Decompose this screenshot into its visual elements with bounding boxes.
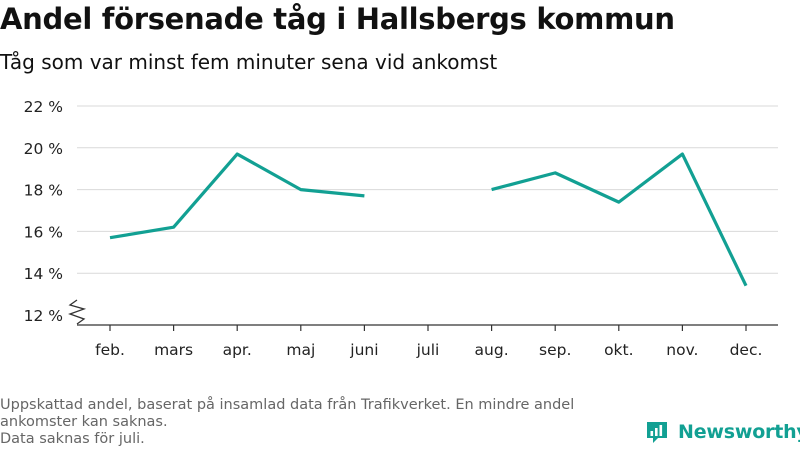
axis-break-icon	[68, 299, 87, 325]
x-tick-label: maj	[286, 341, 315, 359]
y-tick-label: 14 %	[24, 265, 63, 283]
y-tick-label: 16 %	[24, 223, 63, 241]
x-tick-label: mars	[154, 341, 193, 359]
y-tick-label: 20 %	[24, 140, 63, 158]
series-line	[109, 152, 365, 240]
x-axis: feb. mars apr. maj juni juli aug. sep. okt. nov. d…	[77, 324, 778, 359]
x-tick-label: dec.	[730, 341, 763, 359]
gridlines	[68, 105, 778, 325]
chart-title: Andel försenade tåg i Hallsbergs kommun	[0, 2, 675, 36]
footnote: Uppskattad andel, baserat på insamlad da…	[0, 397, 640, 448]
series-line	[491, 152, 748, 287]
x-tick-label: juli	[416, 341, 440, 359]
line-chart: 12 % 14 % 16 % 18 % 20 % 22 % feb. mars apr. maj…	[24, 98, 778, 359]
y-tick-label: 12 %	[24, 307, 63, 325]
y-axis-ticks: 12 % 14 % 16 % 18 % 20 % 22 %	[24, 98, 63, 325]
x-tick-label: juni	[349, 341, 378, 359]
x-tick-label: nov.	[666, 341, 698, 359]
x-tick-label: okt.	[604, 341, 633, 359]
chart-subtitle: Tåg som var minst fem minuter sena vid a…	[0, 50, 498, 74]
y-tick-label: 18 %	[24, 182, 63, 200]
y-tick-label: 22 %	[24, 98, 63, 116]
footnote-source: Uppskattad andel, baserat på insamlad da…	[0, 397, 575, 430]
series-lines	[109, 152, 748, 287]
brand-name: Newsworthy	[678, 421, 800, 443]
newsworthy-logo-icon	[647, 422, 667, 443]
x-tick-label: aug.	[475, 341, 509, 359]
footnote-missing-data: Data saknas för juli.	[0, 431, 145, 447]
x-tick-label: sep.	[539, 341, 571, 359]
brand-logo[interactable]: Newsworthy	[644, 418, 800, 446]
x-tick-label: feb.	[95, 341, 125, 359]
x-tick-label: apr.	[223, 341, 252, 359]
